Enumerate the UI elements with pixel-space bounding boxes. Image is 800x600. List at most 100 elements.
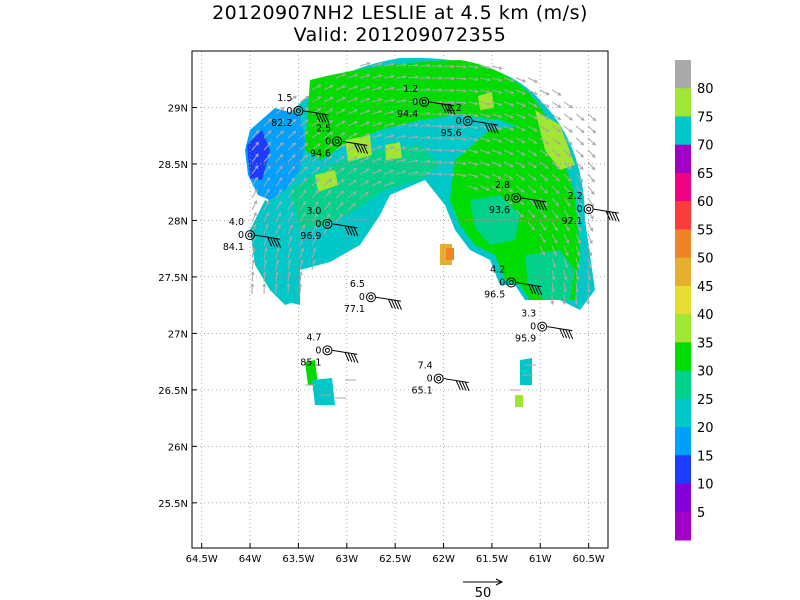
- field-lime-d: [478, 92, 494, 110]
- wind-vector: [479, 173, 490, 179]
- wind-vector-head: [304, 142, 309, 147]
- wind-barb-feather: [267, 236, 273, 247]
- wind-vector: [467, 113, 478, 117]
- wind-vector: [299, 143, 308, 151]
- wind-vector-head: [378, 133, 383, 138]
- dropsonde-station[interactable]: 4.7 085.1: [300, 332, 359, 368]
- wind-vector: [467, 89, 478, 93]
- wind-vector-head: [378, 109, 383, 114]
- wind-vector: [563, 233, 569, 244]
- wind-vector: [395, 75, 406, 79]
- wind-vector-head: [521, 176, 526, 181]
- dropsonde-station[interactable]: 6.5 077.1: [344, 279, 402, 315]
- station-mid-value: 0: [499, 278, 505, 289]
- wind-vector-head: [314, 224, 318, 229]
- wind-vector-head: [292, 107, 297, 111]
- colorbar-swatch: [675, 172, 691, 202]
- wind-vector: [287, 224, 293, 235]
- dropsonde-station[interactable]: 3.3 095.9: [515, 309, 574, 345]
- wind-vector-head: [556, 153, 561, 157]
- wind-vector: [503, 125, 514, 131]
- wind-vector-head: [427, 75, 432, 80]
- wind-vector: [443, 161, 454, 164]
- wind-vector-head: [312, 259, 316, 264]
- latitude-ticks: 29N 28.5N 28N 27.5N 27N 26.5N 26N 25.5N: [158, 103, 197, 510]
- wind-vector-head: [451, 112, 456, 117]
- wind-vector: [371, 86, 382, 91]
- wind-vector: [275, 212, 281, 223]
- wind-vector-head: [486, 77, 491, 82]
- station-top-value: 3.3: [521, 309, 536, 320]
- dropsonde-station[interactable]: 3.0 096.9: [300, 206, 359, 242]
- station-ring-icon: [419, 96, 430, 107]
- station-bottom-value: 85.1: [300, 357, 321, 368]
- wind-vector: [551, 185, 560, 194]
- dropsonde-station[interactable]: 2.2 095.6: [441, 103, 499, 139]
- wind-vector: [419, 148, 431, 151]
- wind-vector: [251, 272, 254, 283]
- wind-vector: [371, 110, 382, 115]
- wind-vector: [527, 221, 535, 231]
- wind-vector-head: [451, 124, 456, 129]
- wind-barb-feather: [539, 200, 545, 211]
- wind-vector: [395, 64, 406, 67]
- wind-vector: [263, 260, 267, 271]
- wind-vector: [251, 200, 257, 211]
- wind-vector: [455, 161, 466, 165]
- wind-vector: [551, 209, 559, 219]
- wind-vector: [359, 110, 370, 115]
- dropsonde-station[interactable]: 2.2 092.1: [561, 191, 620, 227]
- station-core-icon: [508, 280, 514, 286]
- wind-vector-head: [316, 166, 321, 171]
- wind-vector-head: [278, 188, 283, 193]
- station-core-icon: [368, 294, 374, 300]
- wind-vector: [467, 173, 478, 178]
- wind-vector-head: [580, 117, 585, 121]
- wind-barb-feather: [360, 144, 366, 154]
- wind-vector: [275, 107, 285, 115]
- wind-vector-head: [414, 123, 419, 127]
- dropsonde-station[interactable]: 1.5 082.2: [271, 93, 330, 129]
- field-south-b: [312, 378, 335, 405]
- wind-vector: [287, 260, 291, 271]
- dropsonde-station[interactable]: 1.2 094.4: [397, 84, 456, 120]
- colorbar-label: 55: [697, 223, 714, 238]
- dropsonde-station[interactable]: 4.2 096.5: [484, 265, 543, 301]
- wind-vector-head: [414, 158, 419, 163]
- wind-vector-head: [521, 127, 526, 132]
- wind-vector-head: [366, 62, 371, 66]
- dropsonde-station[interactable]: 4.0 084.1: [223, 217, 282, 253]
- wind-vector-head: [557, 92, 562, 96]
- wind-vector: [575, 173, 583, 182]
- wind-vector-head: [568, 165, 572, 170]
- wind-vector: [551, 89, 561, 96]
- dropsonde-station[interactable]: 2.8 093.6: [489, 180, 548, 216]
- wind-vector-head: [531, 214, 536, 219]
- wind-vector-head: [293, 95, 297, 100]
- wind-vector: [311, 96, 321, 103]
- wind-vector-head: [317, 131, 321, 136]
- wind-vector-head: [316, 154, 321, 159]
- wind-vector-head: [265, 212, 269, 216]
- wind-vector: [563, 209, 570, 219]
- wind-vector-head: [366, 133, 371, 137]
- wind-vector-head: [592, 129, 597, 134]
- wind-vector-head: [577, 240, 581, 245]
- colorbar-label: 80: [697, 82, 714, 97]
- wind-vector-head: [577, 227, 582, 232]
- wind-vector-head: [521, 164, 526, 168]
- wind-vector-head: [390, 169, 395, 174]
- map-valid-time: Valid: 201209072355: [293, 24, 507, 46]
- wind-vector-head: [341, 144, 346, 148]
- wind-vector: [539, 89, 550, 96]
- station-mid-value: 0: [577, 204, 583, 215]
- dropsonde-station[interactable]: 2.5 094.6: [310, 123, 369, 159]
- station-mid-value: 0: [359, 292, 365, 303]
- x-tick-label: 63W: [335, 554, 358, 565]
- y-tick-label: 27N: [168, 329, 188, 340]
- wind-vector-head: [390, 110, 395, 114]
- dropsonde-station[interactable]: 7.4 065.1: [412, 361, 470, 397]
- wind-vector: [347, 191, 357, 199]
- wind-vector-head: [510, 102, 515, 107]
